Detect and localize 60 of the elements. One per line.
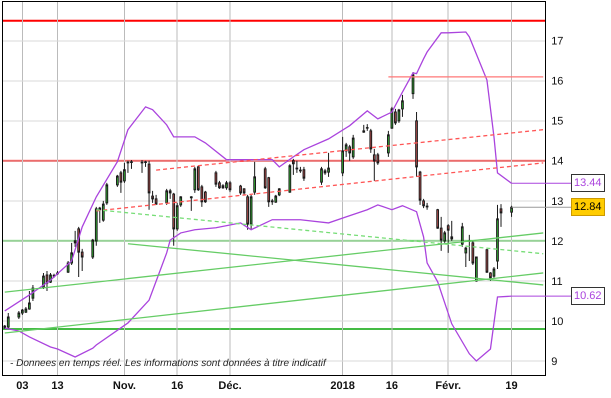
candlestick — [394, 108, 397, 126]
candlestick — [412, 72, 414, 100]
candlestick — [292, 158, 295, 176]
candlestick — [222, 184, 224, 190]
annotation: 12.84 — [574, 201, 602, 213]
y-tick-label: 16 — [551, 76, 564, 88]
x-tick-label: 16 — [386, 380, 398, 392]
y-tick-label: 17 — [551, 36, 564, 48]
annotation: 13.44 — [574, 177, 602, 189]
candlestick — [352, 134, 355, 160]
x-tick-label: 13 — [51, 380, 64, 392]
candlestick — [20, 308, 24, 316]
x-tick-label: 2018 — [330, 380, 355, 392]
candlestick — [130, 160, 133, 170]
x-tick-label: 03 — [16, 380, 28, 392]
y-tick-label: 13 — [551, 196, 564, 208]
x-tick-label: Févr. — [435, 380, 462, 392]
candlestick — [250, 194, 252, 230]
candlestick — [246, 194, 249, 230]
candlestick — [327, 152, 330, 178]
candlestick — [372, 148, 376, 182]
y-tick-label: 15 — [551, 116, 564, 128]
candlestick — [154, 194, 158, 206]
candlestick — [225, 180, 228, 190]
candlestick — [288, 164, 292, 194]
candlestick — [341, 136, 344, 177]
candlestick — [228, 180, 232, 193]
x-tick-label: Déc. — [218, 380, 242, 392]
y-tick-label: 10 — [551, 316, 564, 328]
candlestick — [320, 166, 323, 186]
candlestick — [362, 124, 366, 134]
candlestick — [172, 192, 176, 246]
annotation: 10.62 — [574, 290, 602, 302]
y-tick-label: 9 — [551, 356, 558, 368]
candlestick — [140, 160, 144, 174]
annotation: - Donnees en temps réel. Les informations sont données à titre indicatif — [10, 358, 327, 369]
x-tick-label: Nov. — [112, 380, 136, 392]
candlestick — [302, 166, 306, 182]
candlestick — [148, 160, 150, 210]
candlestick — [387, 130, 390, 158]
candlestick — [46, 270, 48, 292]
candlestick — [446, 224, 450, 254]
candlestick — [369, 128, 372, 154]
candlestick — [214, 170, 218, 188]
y-tick-label: 14 — [551, 156, 564, 168]
candlestick — [510, 205, 513, 218]
candlestick — [17, 310, 20, 320]
candlestick — [190, 196, 193, 212]
candlestick — [426, 202, 428, 210]
y-tick-label: 11 — [551, 276, 563, 288]
candlestick — [193, 166, 196, 194]
y-tick-label: 12 — [551, 236, 564, 248]
candlestick — [253, 161, 256, 196]
x-tick-label: 16 — [171, 380, 184, 392]
candlestick — [242, 188, 246, 196]
x-tick-label: 19 — [505, 380, 518, 392]
candlestick — [296, 160, 298, 174]
candlestick — [239, 184, 242, 196]
candlestick — [464, 246, 468, 268]
candlestick — [6, 312, 10, 330]
